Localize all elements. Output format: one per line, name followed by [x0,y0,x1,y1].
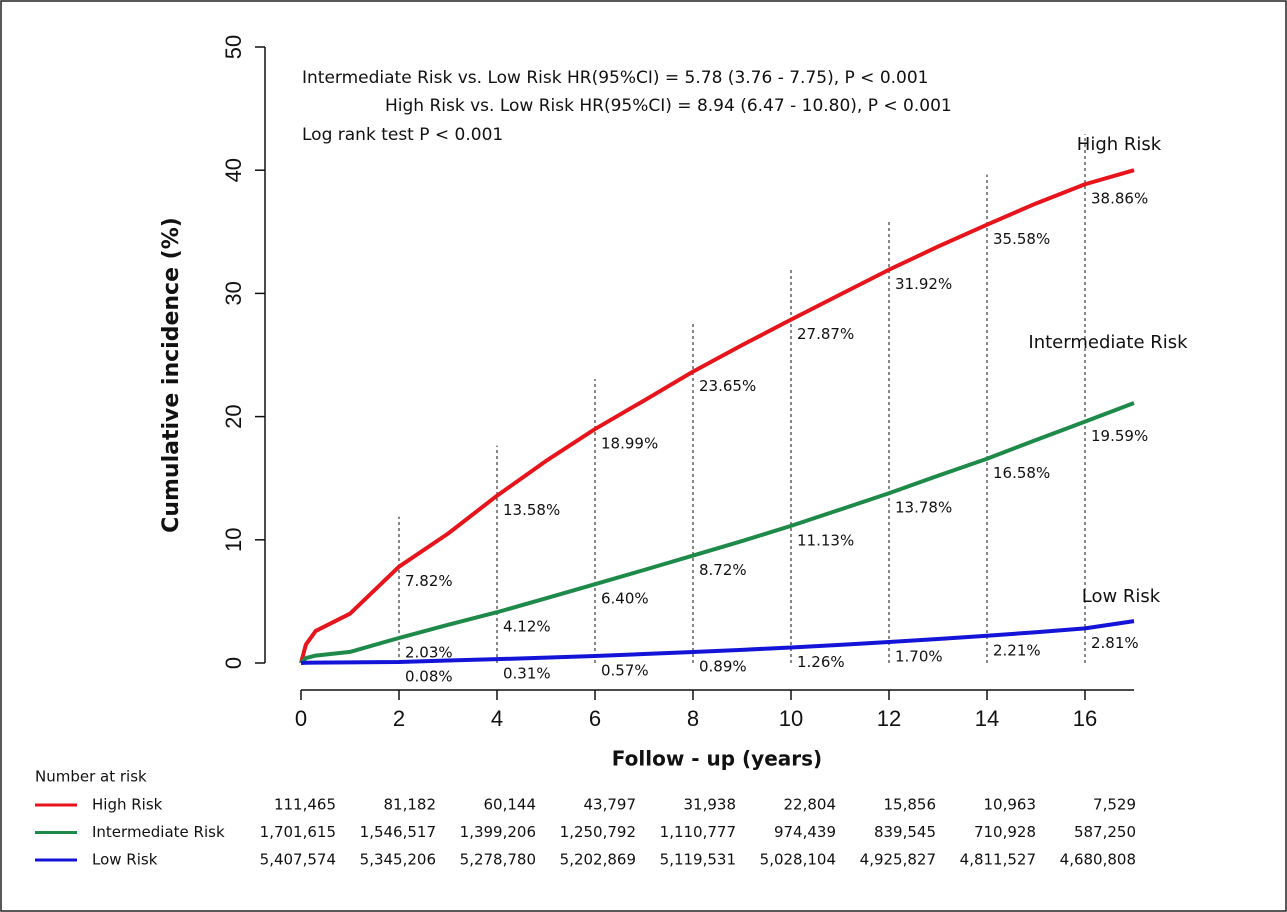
risk-count: 1,701,615 [260,823,336,841]
risk-count: 10,963 [984,796,1037,814]
data-label: 2.03% [405,643,453,661]
risk-count: 1,110,777 [660,823,736,841]
annotation: Log rank test P < 0.001 [302,125,503,145]
x-tick-label: 8 [687,706,699,731]
data-label: 1.26% [797,653,845,671]
data-label: 35.58% [993,230,1050,248]
data-label: 7.82% [405,572,453,590]
risk-count: 60,144 [484,796,537,814]
risk-table-title: Number at risk [35,768,147,786]
risk-count: 43,797 [584,796,637,814]
x-tick-label: 12 [877,706,901,731]
x-tick-label: 16 [1073,706,1097,731]
data-label: 2.81% [1091,634,1139,652]
data-label: 16.58% [993,464,1050,482]
series-line [299,401,1135,665]
legend-label: High Risk [92,796,163,814]
x-tick-label: 14 [975,706,999,731]
annotation: Intermediate Risk vs. Low Risk HR(95%CI)… [302,68,929,88]
data-label: 0.31% [503,665,551,683]
risk-count: 111,465 [274,796,336,814]
data-label: 23.65% [699,377,756,395]
data-label: 27.87% [797,325,854,343]
data-label: 0.08% [405,668,453,686]
data-label: 1.70% [895,648,943,666]
risk-count: 4,925,827 [860,851,936,869]
risk-count: 5,345,206 [360,851,436,869]
x-tick-label: 0 [295,706,307,731]
series-line [299,168,1135,664]
y-axis-label: Cumulative incidence (%) [159,217,184,533]
data-label: 4.12% [503,618,551,636]
y-tick-label: 30 [221,281,246,305]
data-label: 18.99% [601,435,658,453]
y-tick-label: 50 [221,35,246,59]
x-tick-label: 2 [393,706,405,731]
risk-count: 31,938 [684,796,737,814]
data-label: 31.92% [895,275,952,293]
risk-count: 1,399,206 [460,823,536,841]
series-line [300,619,1135,665]
risk-count: 839,545 [874,823,936,841]
x-tick-label: 4 [491,706,503,731]
data-label: 11.13% [797,531,854,549]
risk-count: 5,202,869 [560,851,636,869]
risk-count: 5,278,780 [460,851,536,869]
risk-count: 710,928 [974,823,1036,841]
data-label: 19.59% [1091,427,1148,445]
risk-count: 5,407,574 [260,851,336,869]
y-tick-label: 20 [221,404,246,428]
risk-count: 4,680,808 [1060,851,1136,869]
risk-count: 4,811,527 [960,851,1036,869]
data-label: 13.58% [503,501,560,519]
data-label: 13.78% [895,499,952,517]
risk-count: 5,028,104 [760,851,836,869]
risk-count: 22,804 [784,796,837,814]
annotation: High Risk vs. Low Risk HR(95%CI) = 8.94 … [385,96,952,116]
x-tick-label: 10 [779,706,803,731]
x-axis-label: Follow - up (years) [612,747,822,771]
y-tick-label: 10 [221,528,246,552]
y-tick-label: 0 [221,657,246,669]
risk-count: 81,182 [384,796,437,814]
series-label: Intermediate Risk [1028,332,1188,353]
data-label: 0.57% [601,661,649,679]
data-label: 6.40% [601,590,649,608]
risk-count: 1,250,792 [560,823,636,841]
legend-label: Intermediate Risk [92,823,225,841]
risk-count: 7,529 [1093,796,1136,814]
data-label: 8.72% [699,561,747,579]
series-label: High Risk [1077,134,1162,155]
risk-count: 974,439 [774,823,836,841]
risk-count: 587,250 [1074,823,1136,841]
series-label: Low Risk [1082,586,1161,607]
data-label: 2.21% [993,641,1041,659]
legend-label: Low Risk [92,851,158,869]
risk-count: 5,119,531 [660,851,736,869]
y-tick-label: 40 [221,158,246,182]
risk-count: 1,546,517 [360,823,436,841]
risk-count: 15,856 [884,796,937,814]
x-tick-label: 6 [589,706,601,731]
data-label: 0.89% [699,658,747,676]
data-label: 38.86% [1091,190,1148,208]
